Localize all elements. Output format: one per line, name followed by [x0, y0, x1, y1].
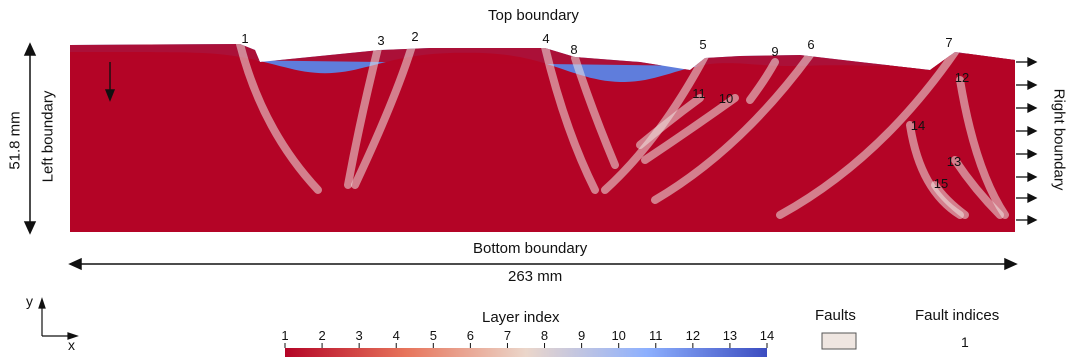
layer-index-title: Layer index [482, 309, 560, 326]
colorbar-tick-label: 9 [578, 328, 585, 343]
fault-9 [746, 58, 779, 104]
colorbar-tick-label: 2 [318, 328, 325, 343]
colorbar-tick-label: 14 [760, 328, 774, 343]
fault-label-6: 6 [807, 37, 814, 52]
layer-colorbar [285, 348, 767, 357]
gravity-arrow [104, 62, 116, 102]
colorbar-tick-label: 7 [504, 328, 511, 343]
right-arrow-2 [1016, 79, 1038, 91]
fault-12 [956, 76, 1009, 219]
fault-set [236, 44, 1009, 219]
fault-2 [344, 44, 382, 189]
fault-indices-title: Fault indices [915, 307, 1000, 324]
right-arrow-5 [1016, 148, 1038, 160]
fault-8 [776, 48, 959, 219]
fault-label-2: 2 [411, 29, 418, 44]
fault-13 [951, 156, 1004, 219]
height-dimension-arrow [23, 42, 37, 235]
colorbar-tick-label: 11 [649, 328, 663, 343]
right-arrow-4 [1016, 125, 1038, 137]
fault-15 [931, 181, 969, 219]
fault-5 [571, 54, 619, 169]
top-boundary-label: Top boundary [488, 7, 579, 24]
faults-legend-swatch [821, 332, 857, 350]
colorbar-tick-label: 5 [430, 328, 437, 343]
fault-label-3: 3 [377, 33, 384, 48]
colorbar-tick-label: 6 [467, 328, 474, 343]
axis-y-label: y [26, 293, 33, 309]
colorbar-tick-label: 3 [356, 328, 363, 343]
fault-label-13: 13 [947, 154, 961, 169]
right-arrow-3 [1016, 102, 1038, 114]
axes-icon [38, 297, 79, 340]
right-boundary-arrows [1016, 56, 1038, 226]
fault-label-4: 4 [542, 31, 549, 46]
fault-label-1: 1 [241, 31, 248, 46]
colorbar-tick-label: 4 [393, 328, 400, 343]
colorbar-tick-label: 1 [281, 328, 288, 343]
fault-label-15: 15 [934, 176, 948, 191]
fault-label-8: 8 [570, 42, 577, 57]
width-label: 263 mm [508, 268, 563, 285]
layer-stack [70, 44, 1015, 232]
colorbar-tick-label: 8 [541, 328, 548, 343]
width-dimension-arrow [68, 257, 1018, 271]
fault-1 [236, 44, 322, 194]
fault-label-12: 12 [955, 70, 969, 85]
fault-4 [541, 44, 599, 194]
right-arrow-8 [1016, 214, 1038, 226]
fault-7 [651, 51, 814, 204]
fault-3 [351, 44, 416, 189]
fault-label-9: 9 [771, 44, 778, 59]
axis-x-label: x [68, 337, 75, 353]
colorbar-tick-label: 10 [611, 328, 625, 343]
bottom-boundary-label: Bottom boundary [473, 240, 588, 257]
fault-10 [641, 94, 739, 164]
fault-label-5: 5 [699, 37, 706, 52]
layer-1 [70, 44, 1015, 232]
faults-title: Faults [815, 307, 856, 324]
colorbar-tick-label: 12 [686, 328, 700, 343]
fault-label-11: 11 [692, 86, 706, 101]
colorbar-tick-label: 13 [723, 328, 737, 343]
fault-label-7: 7 [945, 35, 952, 50]
fault-label-10: 10 [719, 91, 733, 106]
right-arrow-6 [1016, 171, 1038, 183]
fault-label-14: 14 [911, 118, 925, 133]
fault-indices-example: 1 [961, 334, 969, 350]
colorbar-ticks: 1 2 3 4 5 6 7 8 9 10 11 12 13 14 [281, 328, 774, 348]
right-arrow-7 [1016, 192, 1038, 204]
right-arrow-1 [1016, 56, 1038, 68]
fault-11 [636, 94, 704, 149]
